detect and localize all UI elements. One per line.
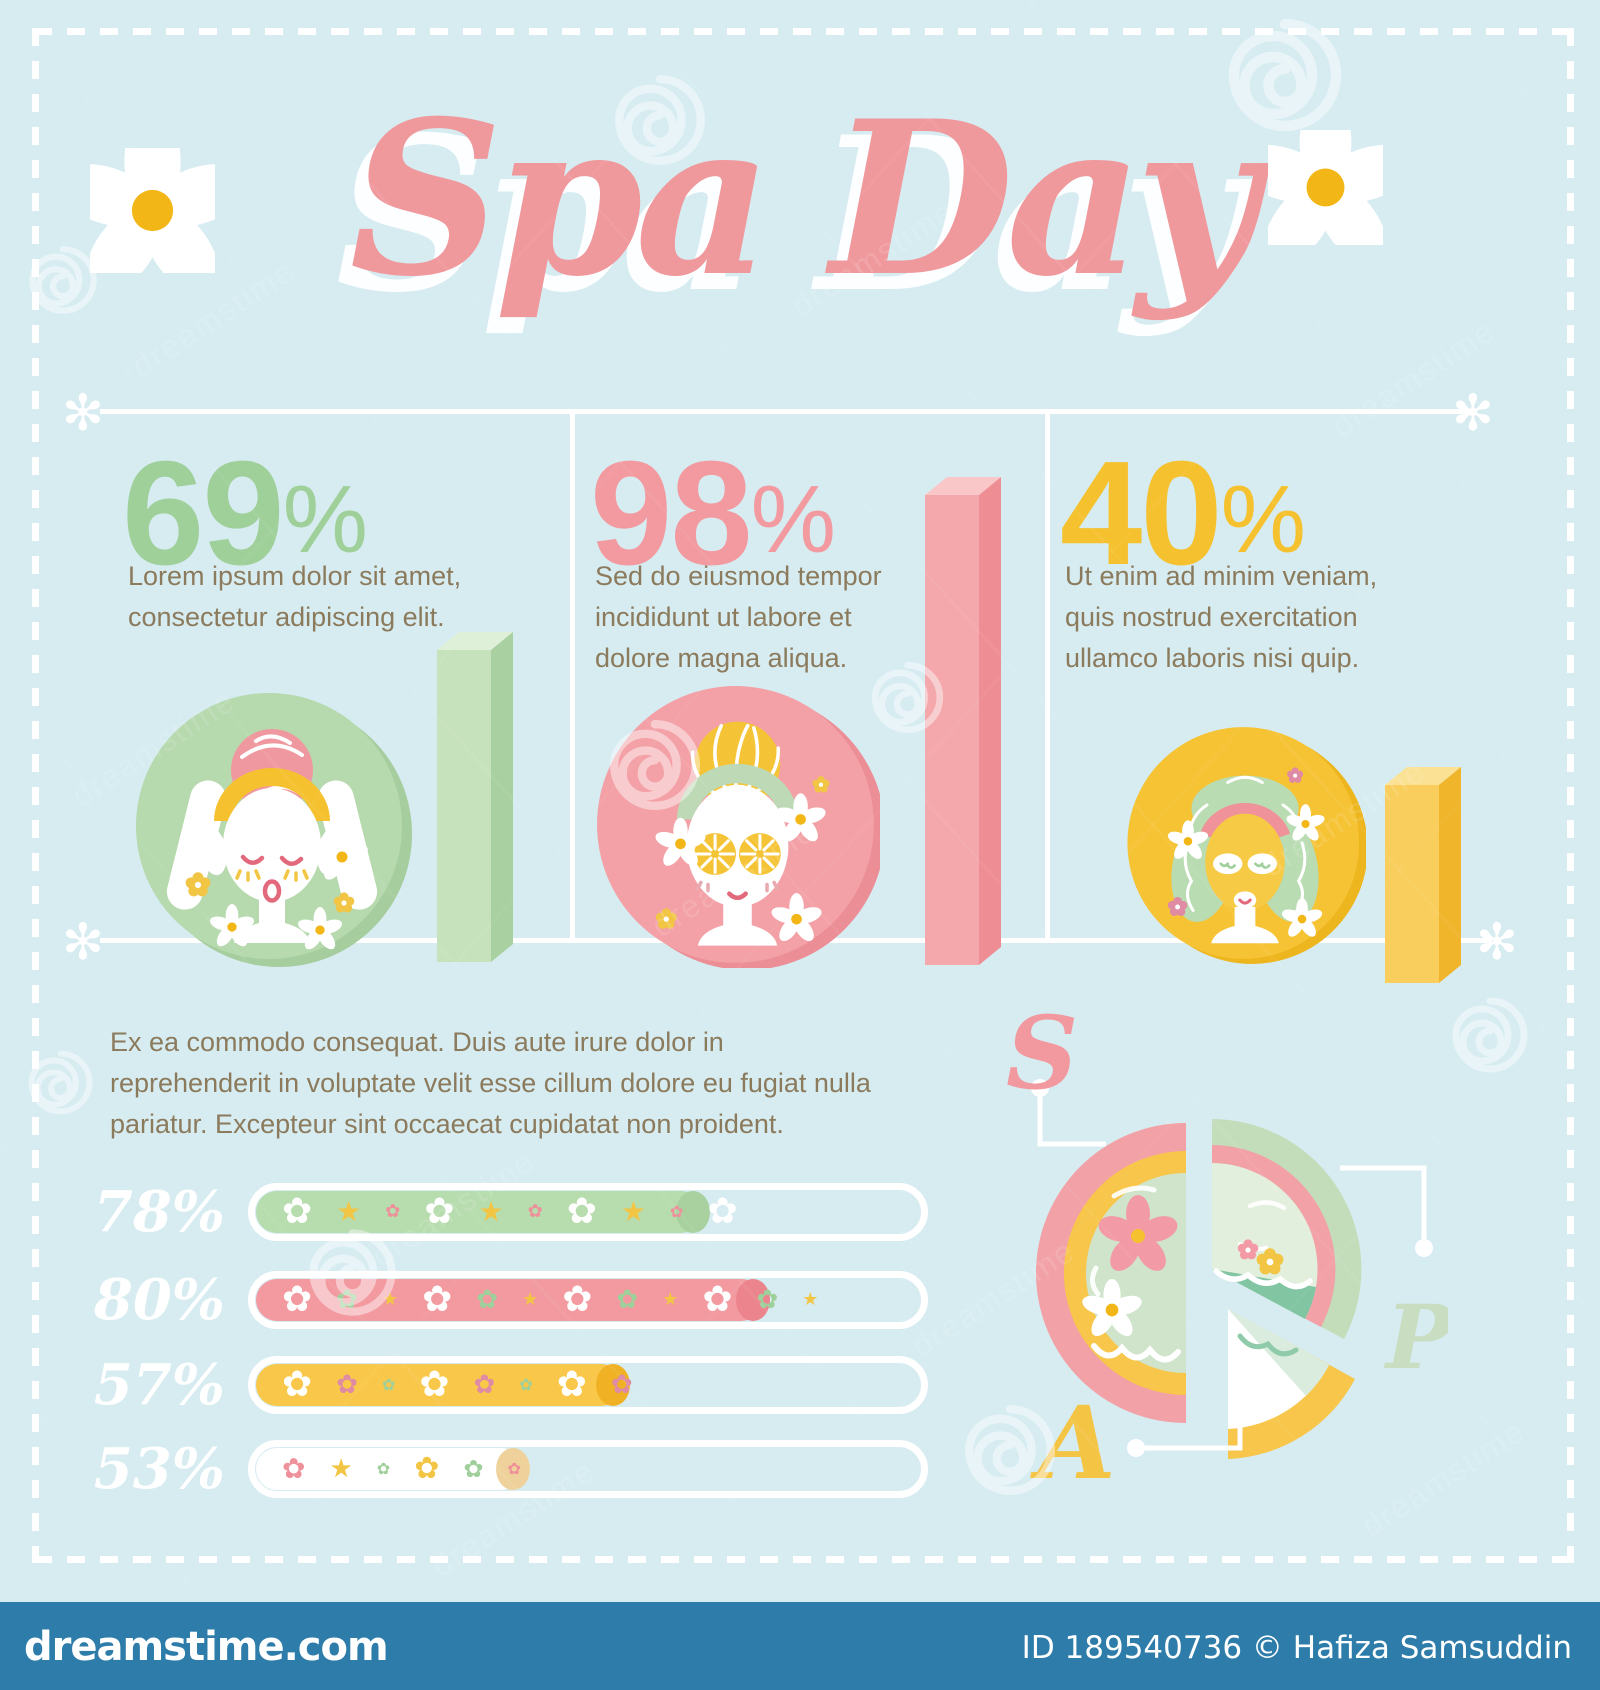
massage-face-icon [132,687,412,972]
progress-track: ✿ ✿ ★ ✿ ✿ ★ ✿ ✿ ★ ✿ ✿ ★ [248,1271,928,1329]
asterisk-flower-icon: ✻ [1476,913,1518,971]
dashed-border-bottom [34,1556,1570,1563]
progress-cap [596,1364,631,1406]
divider-line-vertical-2 [1045,411,1050,941]
progress-fill: ✿ ★ ✿ ✿ ★ ✿ ✿ ★ ✿ ✿ [256,1191,738,1233]
dashed-border-top [34,28,1570,35]
spa-bowl-pie-chart: S P A [988,948,1455,1533]
progress-cap [736,1279,771,1321]
progress-label: 80% [93,1267,225,1333]
progress-fill: ✿ ✿ ★ ✿ ✿ ★ ✿ ✿ ★ ✿ ✿ ★ [256,1279,818,1321]
divider-line-vertical-1 [570,411,575,941]
asterisk-flower-icon: ✻ [62,913,104,971]
dreamstime-logo: dreamstime.com [24,1624,389,1670]
body-paragraph: Ex ea commodo consequat. Duis aute irure… [110,1027,871,1139]
asterisk-flower-icon: ✻ [1452,384,1494,442]
progress-label: 57% [93,1352,225,1418]
progress-fill: ✿ ✿ ✿ ✿ ✿ ✿ ✿ ✿ [256,1364,633,1406]
watermark-spiral-icon [1440,985,1540,1085]
stock-watermark-bar: dreamstime.com ID 189540736 © Hafiza Sam… [0,1602,1600,1690]
progress-fill: ✿ ★ ✿ ✿ ✿ ✿ [256,1448,531,1490]
stat-description: Sed do eiusmod tempor incididunt ut labo… [595,561,882,673]
flower-row: ✿ ✿ ✿ ✿ ✿ ✿ ✿ ✿ [282,1364,633,1405]
progress-track: ✿ ★ ✿ ✿ ★ ✿ ✿ ★ ✿ ✿ [248,1183,928,1241]
flower-row: ✿ ★ ✿ ✿ ★ ✿ ✿ ★ ✿ ✿ [282,1191,738,1232]
pie-letter-p: P [1383,1285,1448,1389]
watermark-spiral-icon [18,1040,103,1125]
asterisk-flower-icon: ✻ [62,384,104,442]
progress-track: ✿ ✿ ✿ ✿ ✿ ✿ ✿ ✿ [248,1356,928,1414]
daisy-icon [1268,130,1383,245]
flower-row: ✿ ★ ✿ ✿ ✿ ✿ [282,1451,521,1486]
stat-value: 98% [590,431,836,596]
stat-value: 69% [122,431,368,596]
stat-value: 40% [1060,431,1306,596]
progress-label: 78% [93,1179,225,1245]
stat-bar-3d [1385,767,1461,983]
pie-letter-s: S [1006,994,1078,1112]
progress-cap [496,1448,531,1490]
stat-description: Ut enim ad minim veniam, quis nostrud ex… [1065,561,1378,673]
stat-description: Lorem ipsum dolor sit amet, consectetur … [128,561,462,632]
stat-bar-3d [437,632,513,962]
image-credit: ID 189540736 © Hafiza Samsuddin [1021,1630,1572,1666]
daisy-icon [90,148,215,273]
flower-row: ✿ ✿ ★ ✿ ✿ ★ ✿ ✿ ★ ✿ ✿ ★ [282,1279,819,1320]
pie-letter-a: A [1030,1384,1116,1502]
mask-face-icon [1124,722,1368,969]
page-title: Spa Day [349,74,1259,323]
progress-label: 53% [93,1436,225,1502]
citrus-facial-face-icon [595,683,886,973]
progress-cap [676,1191,711,1233]
stat-bar-3d [925,477,1001,965]
divider-line-top [100,409,1472,414]
progress-track: ✿ ★ ✿ ✿ ✿ ✿ [248,1440,928,1498]
